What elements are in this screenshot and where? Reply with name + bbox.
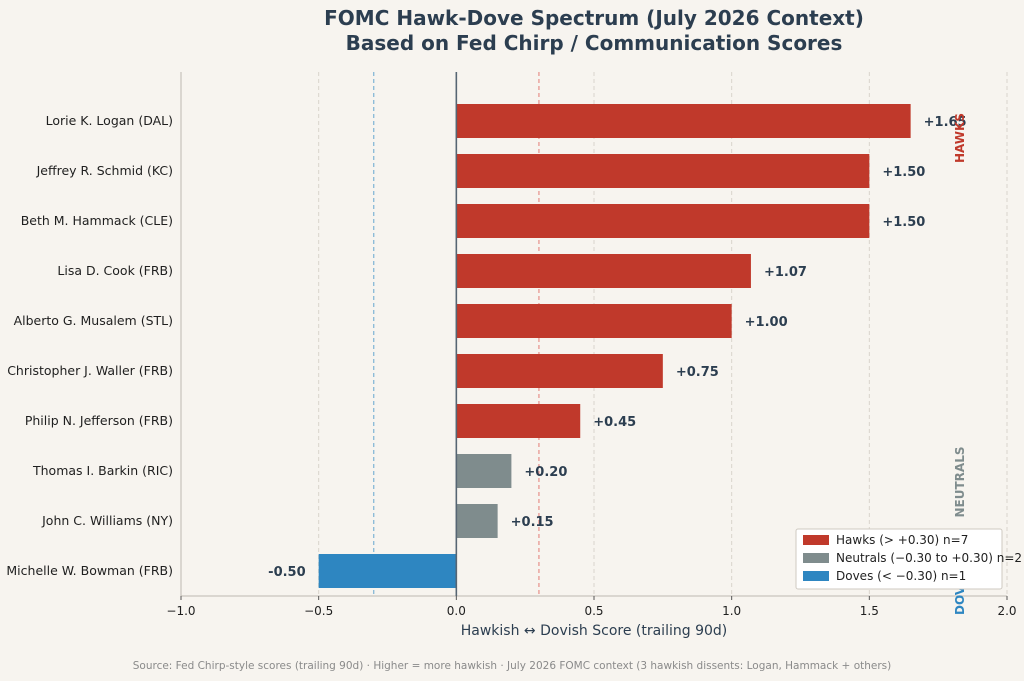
bar [456,504,498,538]
x-ticks: −1.0 −0.5 0.0 0.5 1.0 1.5 2.0 [166,596,1017,618]
x-tick-label: 2.0 [997,604,1016,618]
category-label: Lisa D. Cook (FRB) [57,263,173,278]
bar [318,554,457,588]
chart-title: FOMC Hawk-Dove Spectrum (July 2026 Conte… [324,6,864,55]
data-label: +0.15 [511,515,554,530]
x-tick-label: 1.5 [860,604,879,618]
value-labels: +1.65 +1.50 +1.50 +1.07 +1.00 +0.75 +0.45 +0.20… [268,115,966,580]
legend-entry: Doves (< −0.30) n=1 [836,569,966,583]
bar [456,404,581,438]
category-label: Lorie K. Logan (DAL) [46,113,173,128]
category-label: Philip N. Jefferson (FRB) [25,413,173,428]
bar [456,304,732,338]
side-label-hawk: HAWKS [953,113,967,163]
category-label: Jeffrey R. Schmid (KC) [36,163,173,178]
category-label: Christopher J. Waller (FRB) [7,363,173,378]
bar [456,104,911,138]
legend-swatch-hawk [803,535,829,545]
x-tick-label: 1.0 [722,604,741,618]
bar [456,154,870,188]
data-label: +1.50 [882,215,925,230]
bars [318,104,911,588]
data-label: +0.45 [593,415,636,430]
data-label: -0.50 [268,565,305,580]
bar [456,454,512,488]
legend-swatch-neutral [803,553,829,563]
legend: Hawks (> +0.30) n=7 Neutrals (−0.30 to +0… [795,528,1022,590]
data-label: +1.00 [745,315,788,330]
x-tick-label: 0.0 [447,604,466,618]
bar [456,254,751,288]
x-tick-label: −1.0 [166,604,195,618]
data-label: +1.65 [924,115,967,130]
category-label: John C. Williams (NY) [41,513,173,528]
category-label: Alberto G. Musalem (STL) [14,313,173,328]
x-tick-label: 0.5 [584,604,603,618]
chart-title-line: FOMC Hawk-Dove Spectrum (July 2026 Conte… [324,6,864,30]
data-label: +0.20 [524,465,567,480]
footer-note: Source: Fed Chirp-style scores (trailing… [133,660,892,672]
side-label-neutral: NEUTRALS [953,447,967,518]
category-label: Thomas I. Barkin (RIC) [32,463,173,478]
category-label: Michelle W. Bowman (FRB) [6,563,173,578]
legend-swatch-dove [803,571,829,581]
chart-title-line: Based on Fed Chirp / Communication Score… [346,31,843,55]
category-labels: Lorie K. Logan (DAL) Jeffrey R. Schmid (K… [6,113,173,578]
data-label: +1.07 [764,265,807,280]
legend-entry: Hawks (> +0.30) n=7 [836,533,968,547]
x-tick-label: −0.5 [304,604,333,618]
legend-entry: Neutrals (−0.30 to +0.30) n=2 [836,551,1022,565]
bar [456,204,870,238]
bar [456,354,663,388]
x-axis-label: Hawkish ↔ Dovish Score (trailing 90d) [461,623,727,639]
data-label: +1.50 [882,165,925,180]
category-label: Beth M. Hammack (CLE) [21,213,173,228]
data-label: +0.75 [676,365,719,380]
legend-box [795,528,1003,590]
